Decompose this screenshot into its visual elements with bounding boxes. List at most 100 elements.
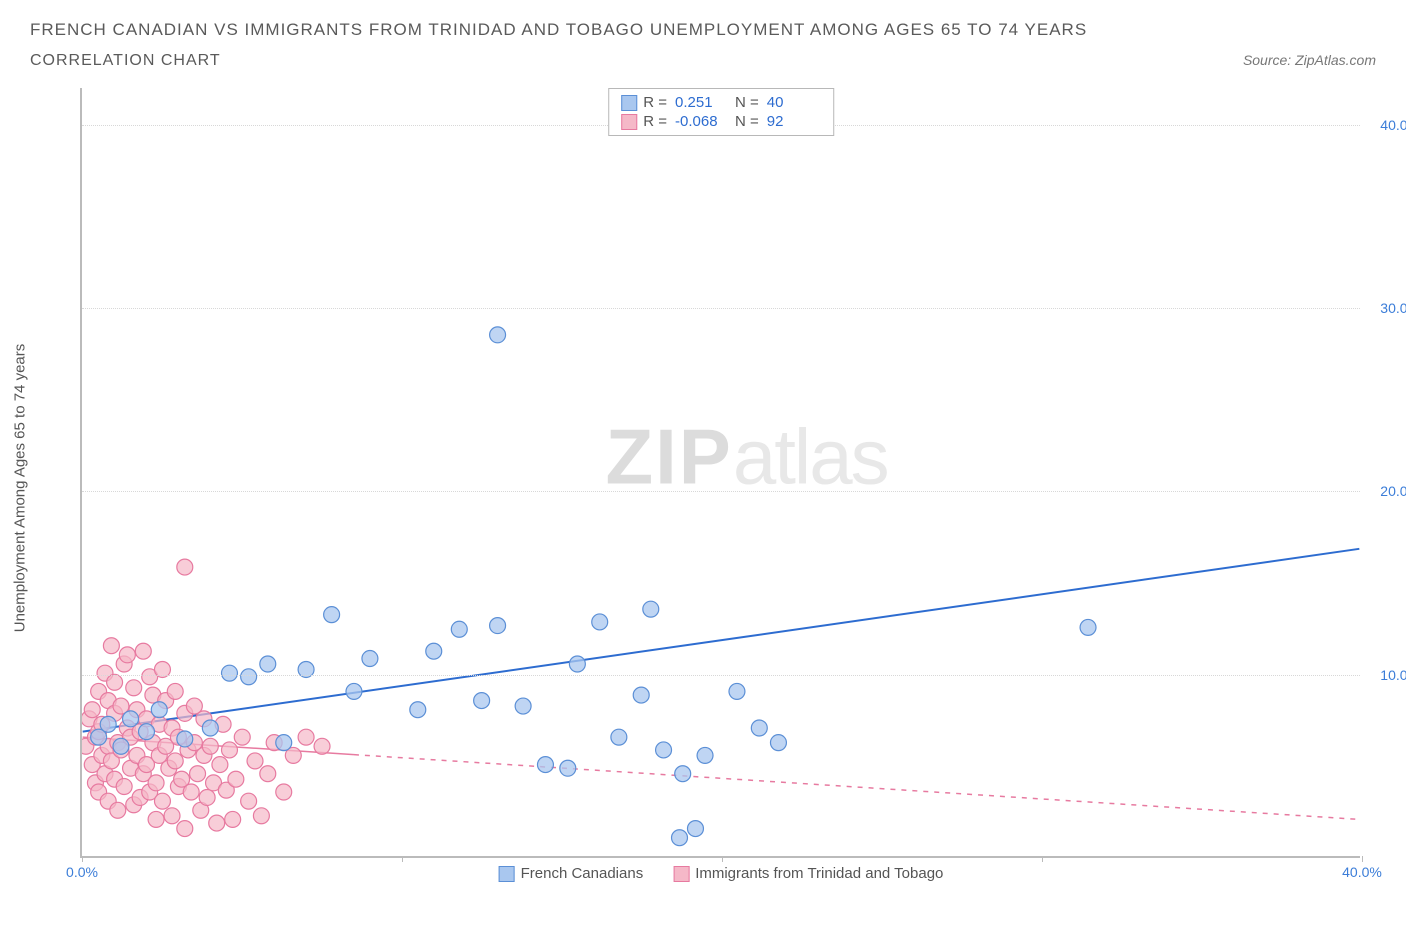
data-point [474, 693, 490, 709]
data-point [107, 674, 123, 690]
x-tick-mark [402, 856, 403, 862]
data-point [199, 790, 215, 806]
x-tick-mark [82, 856, 83, 862]
x-tick-label: 40.0% [1342, 864, 1382, 880]
y-tick-label: 20.0% [1365, 483, 1406, 499]
data-point [697, 747, 713, 763]
data-point [253, 808, 269, 824]
data-point [91, 683, 107, 699]
data-point [193, 802, 209, 818]
data-point [643, 601, 659, 617]
data-point [177, 731, 193, 747]
n-value-series-2: 92 [767, 113, 821, 130]
data-point [151, 702, 167, 718]
legend-label-series-1: French Canadians [521, 865, 644, 882]
data-point [126, 797, 142, 813]
data-point [132, 790, 148, 806]
data-point [116, 656, 132, 672]
data-point [148, 775, 164, 791]
data-point [560, 760, 576, 776]
data-point [186, 698, 202, 714]
data-point [129, 702, 145, 718]
data-point [123, 729, 139, 745]
data-point [687, 821, 703, 837]
r-value-series-2: -0.068 [675, 113, 729, 130]
data-point [346, 683, 362, 699]
trend-line [354, 755, 1359, 820]
data-point [410, 702, 426, 718]
data-point [222, 665, 238, 681]
data-point [139, 757, 155, 773]
data-point [451, 621, 467, 637]
data-point [151, 747, 167, 763]
data-point [113, 742, 129, 758]
data-point [110, 735, 126, 751]
data-point [174, 771, 190, 787]
chart-title: FRENCH CANADIAN VS IMMIGRANTS FROM TRINI… [30, 20, 1376, 40]
stats-row-series-2: R = -0.068 N = 92 [621, 112, 821, 131]
chart-header: FRENCH CANADIAN VS IMMIGRANTS FROM TRINI… [30, 20, 1376, 70]
legend-label-series-2: Immigrants from Trinidad and Tobago [695, 865, 943, 882]
x-tick-mark [722, 856, 723, 862]
data-point [170, 779, 186, 795]
data-point [116, 779, 132, 795]
data-point [145, 735, 161, 751]
data-point [161, 760, 177, 776]
stats-row-series-1: R = 0.251 N = 40 [621, 93, 821, 112]
data-point [100, 793, 116, 809]
data-point [164, 720, 180, 736]
y-tick-label: 30.0% [1365, 300, 1406, 316]
data-point [490, 618, 506, 634]
data-point [158, 738, 174, 754]
data-point [177, 559, 193, 575]
data-point [729, 683, 745, 699]
data-point [126, 680, 142, 696]
y-tick-label: 40.0% [1365, 117, 1406, 133]
data-point [206, 775, 222, 791]
data-point [656, 742, 672, 758]
data-point [84, 757, 100, 773]
data-point [135, 766, 151, 782]
source-attribution: Source: ZipAtlas.com [1243, 52, 1376, 68]
data-point [82, 711, 97, 727]
data-point [215, 716, 231, 732]
data-point [145, 687, 161, 703]
data-point [202, 738, 218, 754]
data-point [123, 711, 139, 727]
data-point [94, 716, 110, 732]
data-point [241, 669, 257, 685]
data-point [218, 782, 234, 798]
data-point [119, 720, 135, 736]
data-point [164, 808, 180, 824]
x-tick-label: 0.0% [66, 864, 98, 880]
x-tick-mark [1042, 856, 1043, 862]
watermark: ZIPatlas [605, 411, 887, 502]
gridline [82, 675, 1360, 676]
data-point [142, 784, 158, 800]
data-point [154, 793, 170, 809]
data-point [324, 607, 340, 623]
data-point [362, 651, 378, 667]
swatch-series-1 [621, 95, 637, 111]
data-point [247, 753, 263, 769]
data-point [123, 760, 139, 776]
data-point [158, 693, 174, 709]
data-point [672, 830, 688, 846]
data-point [515, 698, 531, 714]
data-point [82, 738, 94, 754]
y-axis-label: Unemployment Among Ages 65 to 74 years [12, 344, 29, 633]
data-point [94, 747, 110, 763]
data-point [611, 729, 627, 745]
data-point [196, 711, 212, 727]
data-point [196, 747, 212, 763]
legend-item-series-1: French Canadians [499, 865, 644, 882]
data-point [183, 784, 199, 800]
gridline [82, 308, 1360, 309]
data-point [170, 729, 186, 745]
data-point [167, 683, 183, 699]
n-value-series-1: 40 [767, 94, 821, 111]
data-point [260, 656, 276, 672]
data-point [260, 766, 276, 782]
data-point [103, 638, 119, 654]
data-point [139, 711, 155, 727]
